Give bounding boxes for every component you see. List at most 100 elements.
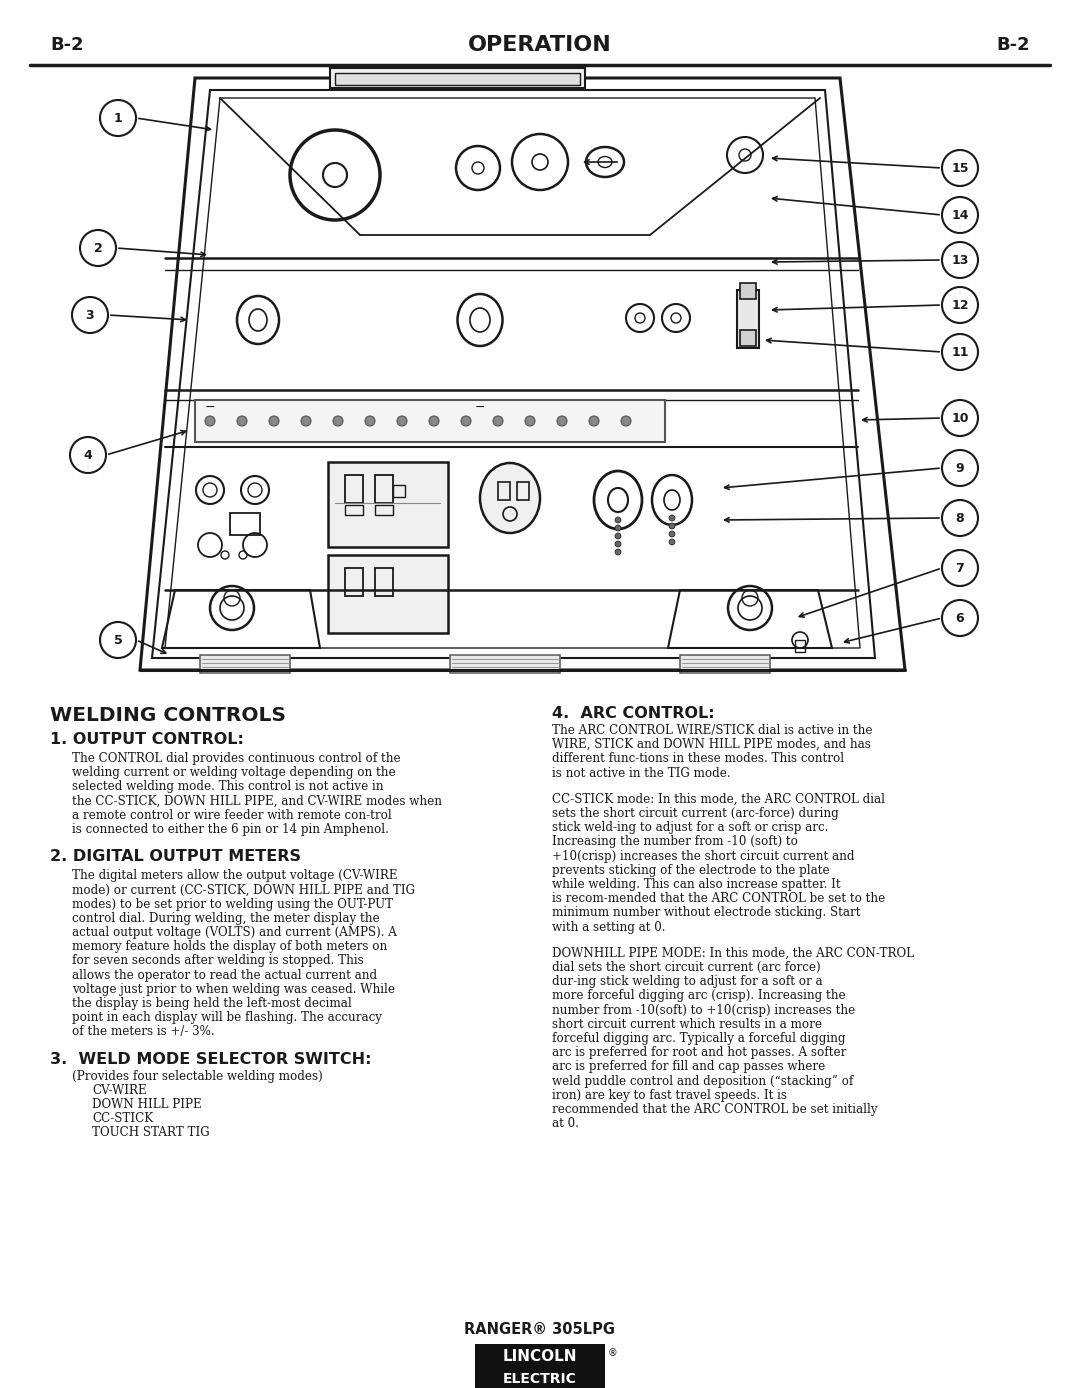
Text: 4: 4 [83,448,93,461]
Text: Increasing the number from -10 (soft) to: Increasing the number from -10 (soft) to [552,836,798,848]
Bar [230,514,260,534]
Text: ®: ® [608,1348,618,1357]
Text: 4.  ARC CONTROL:: 4. ARC CONTROL: [552,706,715,720]
Text: is not active in the TIG mode.: is not active in the TIG mode. [552,766,731,780]
Text: sets the short circuit current (arc-force) during: sets the short circuit current (arc-forc… [552,806,839,820]
Circle shape [472,162,484,174]
Text: CC-STICK mode: In this mode, the ARC CONTROL dial: CC-STICK mode: In this mode, the ARC CON… [552,793,885,806]
Text: voltage just prior to when welding was ceased. While: voltage just prior to when welding was c… [72,983,395,995]
Circle shape [205,416,215,426]
Text: iron) are key to fast travel speeds. It is: iron) are key to fast travel speeds. It … [552,1088,787,1102]
Bar [200,655,291,673]
Text: (Provides four selectable welding modes): (Provides four selectable welding modes) [72,1070,323,1083]
Circle shape [80,230,116,266]
Text: 13: 13 [951,254,969,266]
Bar [345,475,363,502]
Text: number from -10(soft) to +10(crisp) increases the: number from -10(soft) to +10(crisp) incr… [552,1004,855,1016]
Circle shape [333,416,343,426]
Text: 1: 1 [113,111,122,125]
Circle shape [942,550,978,586]
Text: OPERATION: OPERATION [468,35,612,56]
Text: 10: 10 [951,411,969,425]
Bar [345,568,363,595]
Text: minimum number without electrode sticking. Start: minimum number without electrode stickin… [552,906,861,919]
Bar [345,505,363,515]
Text: 8: 8 [956,512,964,525]
Text: prevents sticking of the electrode to the plate: prevents sticking of the electrode to th… [552,863,829,877]
Text: WIRE, STICK and DOWN HILL PIPE modes, and has: WIRE, STICK and DOWN HILL PIPE modes, an… [552,738,870,751]
Text: 9: 9 [956,461,964,475]
Text: a remote control or wire feeder with remote con-trol: a remote control or wire feeder with rem… [72,809,392,822]
Text: memory feature holds the display of both meters on: memory feature holds the display of both… [72,940,388,954]
Text: 12: 12 [951,298,969,311]
Text: DOWNHILL PIPE MODE: In this mode, the ARC CON-TROL: DOWNHILL PIPE MODE: In this mode, the AR… [552,947,914,959]
Circle shape [942,197,978,233]
Circle shape [461,416,471,426]
Text: short circuit current which results in a more: short circuit current which results in a… [552,1017,822,1031]
Text: The CONTROL dial provides continuous control of the: The CONTROL dial provides continuous con… [72,752,401,765]
Text: stick weld-ing to adjust for a soft or crisp arc.: stick weld-ing to adjust for a soft or c… [552,822,828,834]
Circle shape [942,242,978,278]
Text: of the meters is +/- 3%.: of the meters is +/- 3%. [72,1026,215,1038]
Circle shape [615,541,621,547]
Circle shape [615,516,621,523]
Bar [393,484,405,497]
Text: with a setting at 0.: with a setting at 0. [552,920,665,934]
Text: welding current or welding voltage depending on the: welding current or welding voltage depen… [72,766,395,779]
Text: −: − [475,401,485,414]
Text: recommended that the ARC CONTROL be set initially: recommended that the ARC CONTROL be set … [552,1103,878,1116]
Text: control dial. During welding, the meter display the: control dial. During welding, the meter … [72,912,380,924]
Text: LINCOLN: LINCOLN [503,1349,577,1364]
Text: actual output voltage (VOLTS) and current (AMPS). A: actual output voltage (VOLTS) and curren… [72,926,396,940]
Text: weld puddle control and deposition (“stacking” of: weld puddle control and deposition (“sta… [552,1074,853,1088]
Text: ELECTRIC: ELECTRIC [503,1371,577,1387]
Circle shape [100,622,136,658]
Circle shape [942,400,978,436]
Circle shape [70,437,106,473]
Bar [375,505,393,515]
Text: dial sets the short circuit current (arc force): dial sets the short circuit current (arc… [552,960,821,974]
Text: different func-tions in these modes. This control: different func-tions in these modes. Thi… [552,752,845,765]
Bar [375,475,393,502]
Text: The ARC CONTROL WIRE/STICK dial is active in the: The ARC CONTROL WIRE/STICK dial is activ… [552,725,873,737]
Circle shape [72,297,108,333]
Text: is recom-mended that the ARC CONTROL be set to the: is recom-mended that the ARC CONTROL be … [552,892,886,905]
Bar [328,462,448,547]
Text: is connected to either the 6 pin or 14 pin Amphenol.: is connected to either the 6 pin or 14 p… [72,823,389,836]
Circle shape [669,523,675,529]
Text: 3: 3 [85,308,94,322]
Bar [335,74,580,85]
Bar [740,330,756,346]
Text: WELDING CONTROLS: WELDING CONTROLS [50,706,286,725]
Circle shape [942,287,978,323]
Bar [475,1344,605,1388]
Circle shape [669,539,675,545]
Bar [375,568,393,595]
Text: CV-WIRE: CV-WIRE [92,1084,147,1097]
Circle shape [301,416,311,426]
Circle shape [397,416,407,426]
Bar [328,555,448,633]
Text: selected welding mode. This control is not active in: selected welding mode. This control is n… [72,780,383,794]
Text: dur-ing stick welding to adjust for a soft or a: dur-ing stick welding to adjust for a so… [552,976,823,988]
Circle shape [621,416,631,426]
Text: 2: 2 [94,242,103,254]
Text: arc is preferred for root and hot passes. A softer: arc is preferred for root and hot passes… [552,1047,847,1059]
Text: 1. OUTPUT CONTROL:: 1. OUTPUT CONTROL: [50,731,244,747]
Circle shape [942,500,978,536]
Bar [795,640,805,652]
Circle shape [615,550,621,555]
Text: for seven seconds after welding is stopped. This: for seven seconds after welding is stopp… [72,955,364,967]
Text: 3.  WELD MODE SELECTOR SWITCH:: 3. WELD MODE SELECTOR SWITCH: [50,1052,372,1066]
Circle shape [669,532,675,537]
Text: the CC-STICK, DOWN HILL PIPE, and CV-WIRE modes when: the CC-STICK, DOWN HILL PIPE, and CV-WIR… [72,794,442,808]
Bar [450,655,561,673]
Text: the display is being held the left-most decimal: the display is being held the left-most … [72,997,352,1010]
Text: 14: 14 [951,208,969,222]
Circle shape [365,416,375,426]
Ellipse shape [480,464,540,533]
Circle shape [942,450,978,486]
Circle shape [942,600,978,636]
Bar [737,290,759,348]
Text: mode) or current (CC-STICK, DOWN HILL PIPE and TIG: mode) or current (CC-STICK, DOWN HILL PI… [72,883,415,897]
